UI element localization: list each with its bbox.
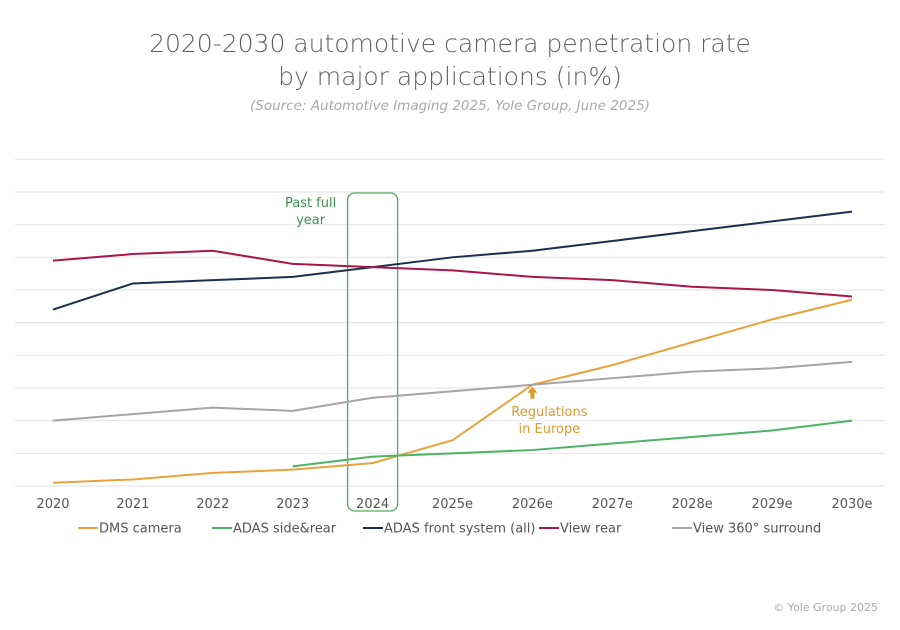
x-tick-label: 2026e [512,497,553,512]
x-tick-label: 2030e [831,497,872,512]
x-tick-label: 2023 [276,497,309,512]
x-tick-label: 2024 [356,497,389,512]
chart-title-line1: 2020-2030 automotive camera penetration … [149,29,751,58]
series-line-3 [52,249,853,298]
copyright: © Yole Group 2025 [773,601,878,614]
annotation-regulations-line2: in Europe [519,422,581,437]
series-line-4 [52,360,853,422]
chart-title-line2: by major applications (in%) [278,62,622,91]
x-tick-label: 2022 [196,497,229,512]
legend-label: ADAS front system (all) [384,522,535,537]
annotation-past-year-line2: year [296,213,326,228]
series-line-0 [52,298,853,484]
series-line-2 [52,210,853,311]
x-tick-label: 2025e [432,497,473,512]
series-line-1 [292,419,853,468]
annotation-regulations-line1: Regulations [511,405,587,420]
x-tick-label: 2028e [672,497,713,512]
arrow-up-icon [527,386,538,399]
legend-label: ADAS side&rear [233,522,337,537]
legend-label: DMS camera [99,522,182,537]
x-tick-label: 2027e [592,497,633,512]
x-tick-label: 2021 [116,497,149,512]
legend-label: View 360° surround [693,522,821,537]
annotation-past-year-line1: Past full [285,196,336,211]
x-tick-label: 2020 [36,497,69,512]
x-tick-label: 2029e [752,497,793,512]
chart-subtitle: (Source: Automotive Imaging 2025, Yole G… [250,98,650,114]
past-year-highlight-box [346,192,399,512]
legend-label: View rear [560,522,622,537]
